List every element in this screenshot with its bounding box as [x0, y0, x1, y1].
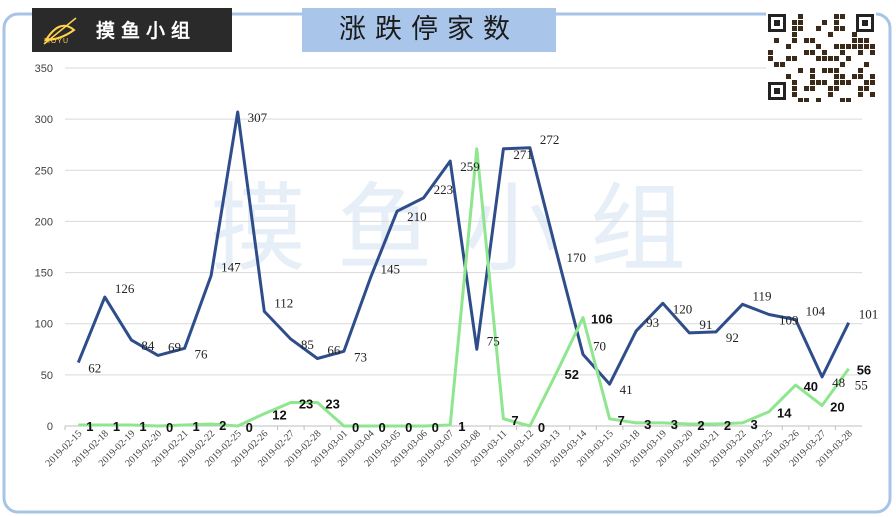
logo-text: 摸鱼小组	[96, 20, 197, 42]
data-label: 23	[325, 396, 339, 411]
data-label: 170	[566, 250, 586, 265]
data-label: 0	[405, 420, 412, 435]
y-tick-label: 250	[35, 165, 53, 177]
data-label: 259	[460, 159, 480, 174]
data-label: 104	[806, 304, 826, 319]
y-tick-label: 300	[35, 114, 53, 126]
data-label: 0	[538, 420, 545, 435]
data-label: 0	[379, 420, 386, 435]
data-label: 23	[299, 396, 313, 411]
data-label: 2	[697, 418, 704, 433]
data-label: 0	[432, 420, 439, 435]
data-label: 55	[855, 378, 868, 393]
qr-code-icon	[766, 12, 876, 102]
data-label: 223	[434, 182, 454, 197]
data-label: 69	[168, 339, 181, 354]
data-label: 147	[221, 260, 241, 275]
data-label: 2	[724, 418, 731, 433]
data-label: 84	[141, 338, 155, 353]
data-label: 0	[166, 420, 173, 435]
data-label: 1	[139, 419, 146, 434]
data-label: 119	[752, 288, 771, 303]
data-label: 48	[832, 375, 845, 390]
y-tick-label: 350	[35, 63, 53, 75]
data-label: 120	[673, 301, 693, 316]
data-label: 3	[671, 417, 678, 432]
data-label: 1	[113, 419, 120, 434]
data-label: 272	[540, 132, 560, 147]
data-label: 14	[777, 406, 792, 421]
data-label: 93	[646, 315, 659, 330]
fish-logo-icon	[43, 17, 77, 45]
data-label: 70	[593, 338, 606, 353]
data-label: 1	[458, 419, 465, 434]
data-label: 307	[248, 110, 268, 125]
data-label: 40	[804, 379, 818, 394]
data-label: 3	[644, 417, 651, 432]
data-label: 109	[779, 313, 799, 328]
series-line-2	[78, 147, 850, 428]
data-label: 101	[859, 307, 879, 322]
y-tick-label: 0	[47, 421, 53, 433]
data-label: 7	[618, 413, 625, 428]
data-label: 12	[272, 408, 286, 423]
data-label: 1	[193, 419, 200, 434]
data-label: 73	[354, 349, 367, 364]
data-label: 76	[195, 346, 209, 361]
y-axis-ticks: 0 50 100 150 200 250 300 350	[35, 63, 53, 433]
data-label: 1	[86, 419, 93, 434]
data-label: 75	[487, 333, 500, 348]
y-tick-label: 200	[35, 216, 53, 228]
data-label: 56	[857, 363, 871, 378]
grid-layer	[65, 67, 862, 427]
data-label: 145	[381, 262, 401, 277]
watermark-text: 摸 鱼 小 组	[210, 173, 686, 285]
data-label: 91	[699, 317, 712, 332]
data-label: 92	[726, 330, 739, 345]
data-label: 106	[591, 312, 613, 327]
data-label: 3	[750, 417, 757, 432]
data-label: 62	[88, 361, 101, 376]
y-tick-label: 50	[41, 370, 53, 382]
y-tick-label: 100	[35, 319, 53, 331]
data-label: 85	[301, 337, 314, 352]
series-line-1	[76, 110, 851, 386]
data-label: 112	[274, 295, 293, 310]
chart-title: 涨跌停家数	[339, 14, 519, 45]
data-label: 52	[564, 367, 578, 382]
data-label: 271	[513, 147, 533, 162]
data-label: 7	[511, 413, 518, 428]
data-label: 0	[246, 420, 253, 435]
data-label: 2	[219, 418, 226, 433]
y-tick-label: 150	[35, 268, 53, 280]
title-box: 涨跌停家数	[302, 8, 556, 52]
logo-subtext: MOYU	[44, 38, 69, 45]
data-label: 126	[115, 281, 135, 296]
data-label: 66	[327, 342, 341, 357]
data-label: 20	[830, 400, 844, 415]
watermark-layer: 摸 鱼 小 组	[210, 173, 686, 285]
data-label: 41	[620, 382, 633, 397]
data-label: 0	[352, 420, 359, 435]
series-lines	[76, 110, 851, 428]
data-label: 210	[407, 209, 427, 224]
logo: 摸鱼小组 MOYU	[32, 8, 232, 52]
